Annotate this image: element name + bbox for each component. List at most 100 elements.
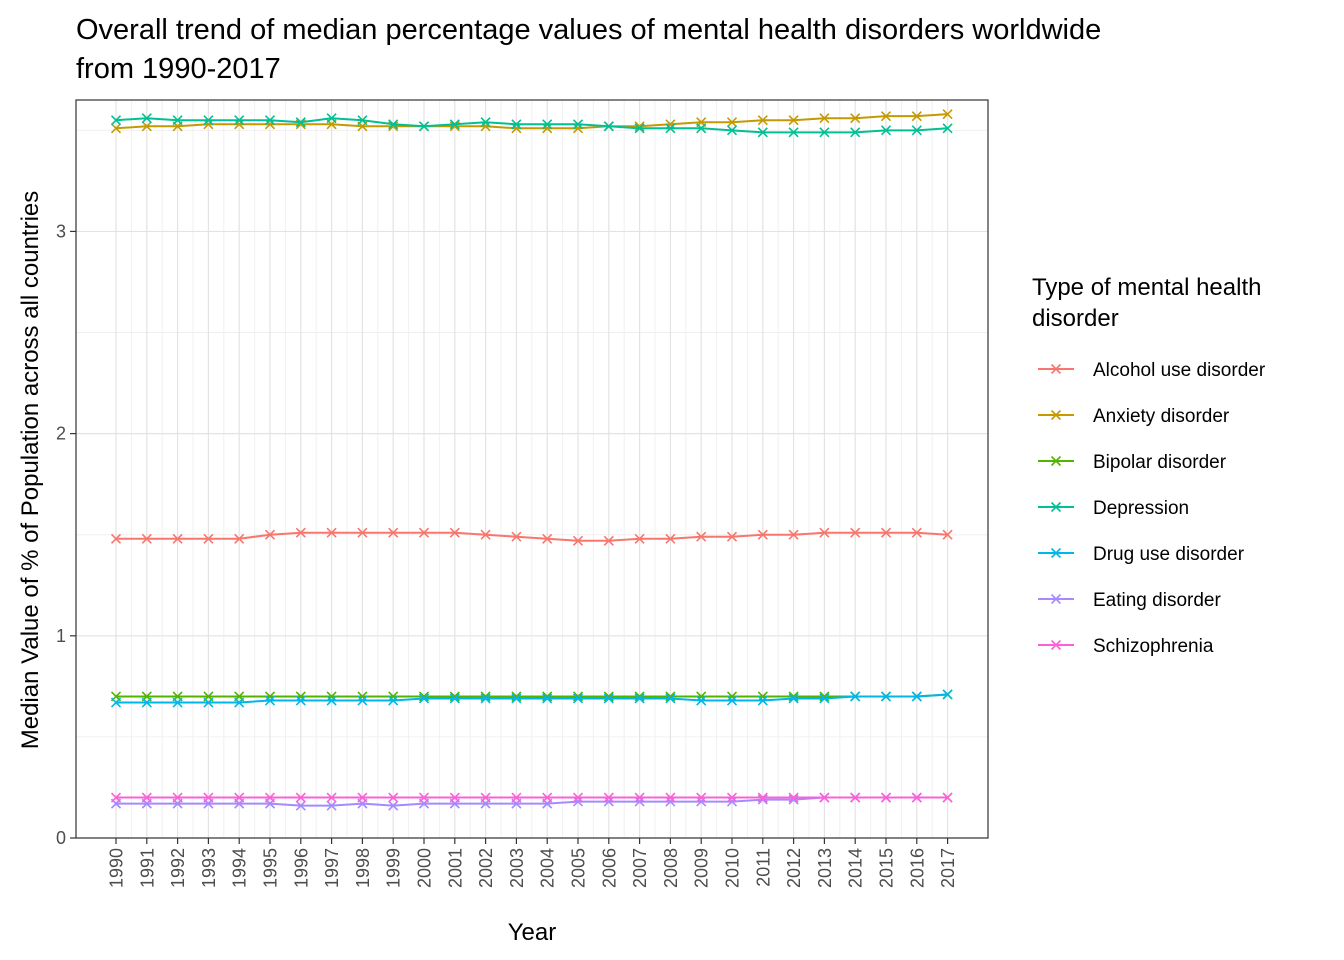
data-point-drug-use-disorder bbox=[418, 693, 430, 704]
data-point-mark bbox=[141, 113, 152, 124]
legend-label: Depression bbox=[1093, 498, 1189, 519]
data-point-alcohol-use-disorder bbox=[572, 535, 584, 546]
data-point-alcohol-use-disorder bbox=[357, 527, 368, 538]
data-point-anxiety-disorder bbox=[511, 123, 522, 134]
data-point-alcohol-use-disorder bbox=[264, 529, 276, 540]
data-point-mark bbox=[264, 529, 276, 540]
data-point-depression bbox=[603, 121, 614, 132]
data-point-drug-use-disorder bbox=[480, 693, 491, 704]
data-point-anxiety-disorder bbox=[726, 117, 738, 128]
data-point-mark bbox=[572, 119, 584, 130]
data-point-mark bbox=[418, 527, 430, 538]
x-tick-label: 2005 bbox=[569, 848, 589, 888]
data-point-mark bbox=[264, 792, 276, 803]
data-point-mark bbox=[388, 800, 399, 811]
data-point-mark bbox=[942, 123, 953, 134]
data-point-mark bbox=[234, 115, 245, 126]
data-point-anxiety-disorder bbox=[942, 109, 953, 120]
data-point-anxiety-disorder bbox=[234, 119, 245, 130]
data-point-mark bbox=[696, 792, 707, 803]
data-point-mark bbox=[388, 695, 399, 706]
data-point-mark bbox=[388, 527, 399, 538]
data-point-alcohol-use-disorder bbox=[141, 533, 152, 544]
x-tick-label: 1996 bbox=[291, 848, 311, 888]
data-point-schizophrenia bbox=[542, 792, 553, 803]
data-point-eating-disorder bbox=[634, 796, 645, 807]
data-point-anxiety-disorder bbox=[911, 111, 922, 122]
legend-item-depression: Depression bbox=[1038, 498, 1189, 519]
data-point-mark bbox=[911, 792, 922, 803]
data-point-mark bbox=[234, 792, 245, 803]
data-point-depression bbox=[388, 119, 399, 130]
data-point-depression bbox=[911, 125, 922, 136]
legend-key-mark bbox=[1050, 501, 1062, 513]
series-line-depression bbox=[115, 117, 948, 134]
legend-label: Alcohol use disorder bbox=[1093, 360, 1266, 381]
data-point-depression bbox=[634, 123, 645, 134]
data-point-alcohol-use-disorder bbox=[696, 531, 707, 542]
x-tick-label: 1998 bbox=[353, 848, 373, 888]
data-point-alcohol-use-disorder bbox=[726, 531, 738, 542]
data-point-mark bbox=[110, 115, 122, 126]
data-point-schizophrenia bbox=[264, 792, 276, 803]
data-point-depression bbox=[141, 113, 152, 124]
data-point-mark bbox=[603, 535, 614, 546]
data-point-mark bbox=[110, 123, 122, 134]
data-point-mark bbox=[696, 796, 707, 807]
x-tick-label: 2010 bbox=[723, 848, 743, 888]
data-point-alcohol-use-disorder bbox=[819, 527, 830, 538]
data-point-drug-use-disorder bbox=[757, 695, 768, 706]
data-point-mark bbox=[757, 691, 768, 702]
data-point-alcohol-use-disorder bbox=[788, 529, 799, 540]
data-point-mark bbox=[788, 693, 799, 704]
data-point-alcohol-use-disorder bbox=[542, 533, 553, 544]
data-point-schizophrenia bbox=[418, 792, 430, 803]
data-point-bipolar-disorder bbox=[264, 691, 276, 702]
series-line-anxiety-disorder bbox=[115, 113, 948, 130]
data-point-depression bbox=[295, 117, 306, 128]
legend-title-line-2: disorder bbox=[1032, 305, 1119, 332]
data-point-mark bbox=[141, 697, 152, 708]
data-point-alcohol-use-disorder bbox=[850, 527, 861, 538]
data-point-mark bbox=[203, 533, 214, 544]
data-point-drug-use-disorder bbox=[819, 693, 830, 704]
data-point-mark bbox=[942, 529, 953, 540]
data-point-alcohol-use-disorder bbox=[880, 527, 892, 538]
x-tick-label: 2008 bbox=[661, 848, 681, 888]
data-point-mark bbox=[234, 533, 245, 544]
data-point-schizophrenia bbox=[388, 792, 399, 803]
data-point-bipolar-disorder bbox=[726, 691, 738, 702]
data-point-drug-use-disorder bbox=[850, 691, 861, 702]
data-point-mark bbox=[141, 121, 152, 132]
x-tick-label: 1995 bbox=[261, 848, 281, 888]
data-point-depression bbox=[449, 119, 460, 130]
data-point-mark bbox=[880, 111, 892, 122]
x-tick-label: 2003 bbox=[507, 848, 527, 888]
data-point-mark bbox=[326, 800, 337, 811]
series-line-alcohol-use-disorder bbox=[116, 531, 948, 542]
data-point-mark bbox=[911, 125, 922, 136]
data-point-mark bbox=[357, 792, 368, 803]
data-point-mark bbox=[418, 792, 430, 803]
data-point-mark bbox=[357, 695, 368, 706]
data-point-alcohol-use-disorder bbox=[942, 529, 953, 540]
data-point-mark bbox=[850, 792, 861, 803]
data-point-anxiety-disorder bbox=[665, 119, 676, 130]
data-point-mark bbox=[388, 691, 399, 702]
data-point-depression bbox=[572, 119, 584, 130]
chart-title-line-2: from 1990-2017 bbox=[76, 53, 281, 85]
legend-item-schizophrenia: Schizophrenia bbox=[1038, 636, 1214, 657]
data-point-alcohol-use-disorder bbox=[634, 533, 645, 544]
data-point-depression bbox=[357, 115, 368, 126]
series-line-eating-disorder bbox=[116, 796, 948, 807]
data-point-mark bbox=[418, 693, 430, 704]
data-point-mark bbox=[511, 119, 522, 130]
data-point-mark bbox=[326, 792, 337, 803]
legend-key-mark bbox=[1050, 639, 1062, 651]
data-point-drug-use-disorder bbox=[572, 693, 584, 704]
data-point-mark bbox=[388, 121, 399, 132]
data-point-depression bbox=[511, 119, 522, 130]
legend-label: Drug use disorder bbox=[1093, 544, 1245, 565]
data-point-schizophrenia bbox=[480, 792, 491, 803]
data-point-mark bbox=[665, 533, 676, 544]
